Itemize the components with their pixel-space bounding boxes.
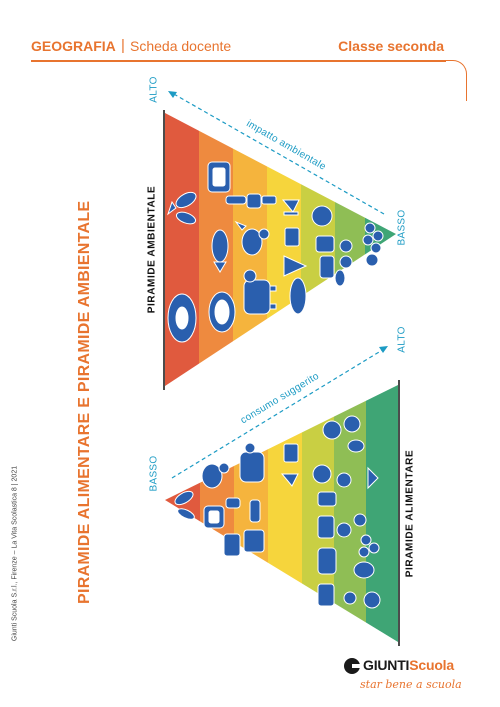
env-band-1 <box>165 113 199 386</box>
class-level-label: Classe seconda <box>338 38 444 54</box>
logo-mark-icon <box>344 658 361 674</box>
fish-icon <box>174 490 195 520</box>
cheese-icon <box>207 161 236 333</box>
glass-icon <box>281 199 300 247</box>
cow-icon <box>243 269 277 315</box>
vegetable-icon <box>311 205 335 279</box>
glass-icon <box>280 443 299 487</box>
impact-arrowhead <box>168 91 177 98</box>
env-high-label: ALTO <box>148 76 160 103</box>
food-band-7 <box>366 385 398 642</box>
bread-icon <box>283 255 308 315</box>
fish-icon <box>167 191 197 225</box>
env-low-label: BASSO <box>396 209 408 246</box>
logo-brand-main: GIUNTI <box>363 657 410 673</box>
consumption-arrowhead <box>379 346 388 353</box>
header-divider <box>31 60 446 62</box>
environmental-pyramid-label: PIRAMIDE AMBIENTALE <box>146 185 158 314</box>
publisher-logo: GIUNTIScuola star bene a scuola <box>340 654 470 700</box>
header-divider-corner <box>440 60 467 101</box>
pasta-icon <box>317 547 337 607</box>
food-band-4 <box>268 385 302 642</box>
fruit-icon <box>336 513 381 609</box>
logo-brand: GIUNTIScuola <box>363 657 454 673</box>
page-header: GEOGRAFIA | Scheda docente Classe second… <box>0 0 500 101</box>
cow-icon <box>239 442 265 483</box>
grape-icon <box>358 534 380 558</box>
impact-arrow <box>171 92 385 215</box>
fruit-icon <box>334 239 353 287</box>
grape-icon <box>362 222 384 267</box>
cheese-icon <box>203 497 241 529</box>
header-separator: | <box>121 37 125 54</box>
chicken-icon <box>201 462 230 489</box>
food-pyramid-label: PIRAMIDE ALIMENTARE <box>404 449 416 578</box>
consumption-arrow <box>171 348 385 479</box>
fish-icon <box>211 229 229 273</box>
publisher-credit: Giunti Scuola S.r.l., Firenze – La Vita … <box>11 465 19 642</box>
document-type-label: Scheda docente <box>130 38 232 54</box>
bottle-icon <box>225 193 277 209</box>
food-band-5 <box>302 385 334 642</box>
logo-brand-accent: Scuola <box>409 657 454 673</box>
chicken-icon <box>234 220 270 256</box>
food-low-label: BASSO <box>148 455 160 492</box>
vegetable-icon <box>322 415 379 490</box>
subject-label: GEOGRAFIA <box>31 38 116 54</box>
meat-icon <box>167 293 197 343</box>
logo-tagline: star bene a scuola <box>360 678 462 691</box>
bottle-icon <box>223 499 265 557</box>
page-title: PIRAMIDE ALIMENTARE E PIRAMIDE AMBIENTAL… <box>76 200 93 604</box>
food-high-label: ALTO <box>396 326 408 353</box>
bread-icon <box>312 464 337 539</box>
